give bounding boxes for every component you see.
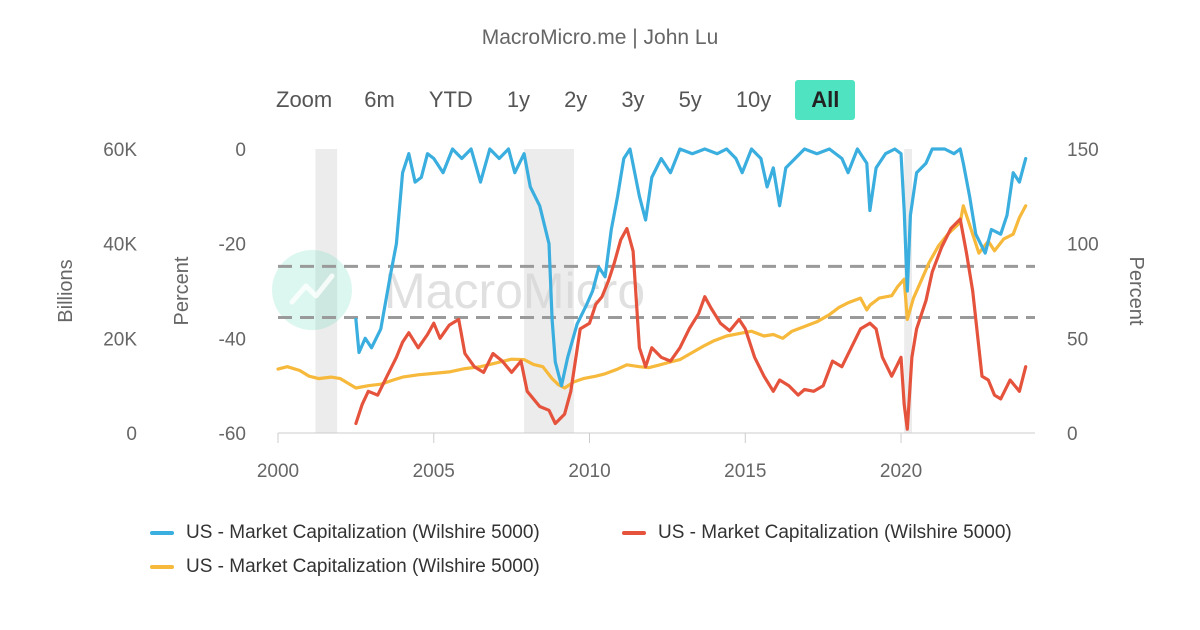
zoom-all-button[interactable]: All xyxy=(795,80,856,120)
zoom-range-selector: Zoom 6m YTD 1y 2y 3y 5y 10y All xyxy=(270,78,869,122)
legend-swatch-red xyxy=(622,531,646,535)
y-tick-label-percent_left: -40 xyxy=(219,329,246,350)
y-axis-title-percent_left: Percent xyxy=(171,256,193,325)
zoom-ytd-button[interactable]: YTD xyxy=(428,87,473,112)
y-tick-label-billions: 60K xyxy=(103,140,137,161)
zoom-6m-button[interactable]: 6m xyxy=(364,87,395,112)
zoom-1y-button[interactable]: 1y xyxy=(506,87,531,112)
y-tick-label-percent_left: -20 xyxy=(219,235,246,256)
x-tick-label: 2005 xyxy=(413,461,455,482)
y-axis-title-percent_right: Percent xyxy=(1125,257,1147,326)
recession-band-1 xyxy=(315,149,338,433)
legend-label: US - Market Capitalization (Wilshire 500… xyxy=(658,522,1012,543)
legend-label: US - Market Capitalization (Wilshire 500… xyxy=(186,556,540,577)
legend-item-orange[interactable]: US - Market Capitalization (Wilshire 500… xyxy=(150,556,540,578)
y-tick-label-percent_left: -60 xyxy=(219,424,246,445)
y-tick-label-billions: 0 xyxy=(126,424,137,445)
y-tick-label-billions: 20K xyxy=(103,329,137,350)
zoom-2y-button[interactable]: 2y xyxy=(564,87,588,112)
x-tick-label: 2015 xyxy=(724,461,766,482)
zoom-3y-button[interactable]: 3y xyxy=(621,87,645,112)
series-blue-line xyxy=(354,147,1028,388)
legend-item-blue[interactable]: US - Market Capitalization (Wilshire 500… xyxy=(150,522,540,544)
y-axis-title-billions: Billions xyxy=(55,259,77,322)
y-tick-label-percent_right: 100 xyxy=(1067,235,1099,256)
zoom-5y-button[interactable]: 5y xyxy=(678,87,702,112)
zoom-label: Zoom xyxy=(276,87,333,112)
legend-item-red[interactable]: US - Market Capitalization (Wilshire 500… xyxy=(622,522,1012,544)
series-red-line xyxy=(354,217,1028,431)
series-orange-line xyxy=(276,204,1028,390)
legend-label: US - Market Capitalization (Wilshire 500… xyxy=(186,522,540,543)
x-tick-label: 2010 xyxy=(568,461,610,482)
zoom-10y-button[interactable]: 10y xyxy=(735,87,772,112)
chart-credit: MacroMicro.me | John Lu xyxy=(481,26,719,49)
y-tick-label-percent_left: 0 xyxy=(235,140,246,161)
watermark: MacroMicro xyxy=(272,250,645,330)
legend-swatch-orange xyxy=(150,565,174,569)
y-tick-label-percent_right: 150 xyxy=(1067,140,1099,161)
x-tick-label: 2000 xyxy=(257,461,299,482)
watermark-trend-icon xyxy=(289,273,335,305)
legend-swatch-blue xyxy=(150,531,174,535)
y-tick-label-billions: 40K xyxy=(103,235,137,256)
y-tick-label-percent_right: 0 xyxy=(1067,424,1078,445)
x-tick-label: 2020 xyxy=(880,461,922,482)
y-tick-label-percent_right: 50 xyxy=(1067,329,1088,350)
